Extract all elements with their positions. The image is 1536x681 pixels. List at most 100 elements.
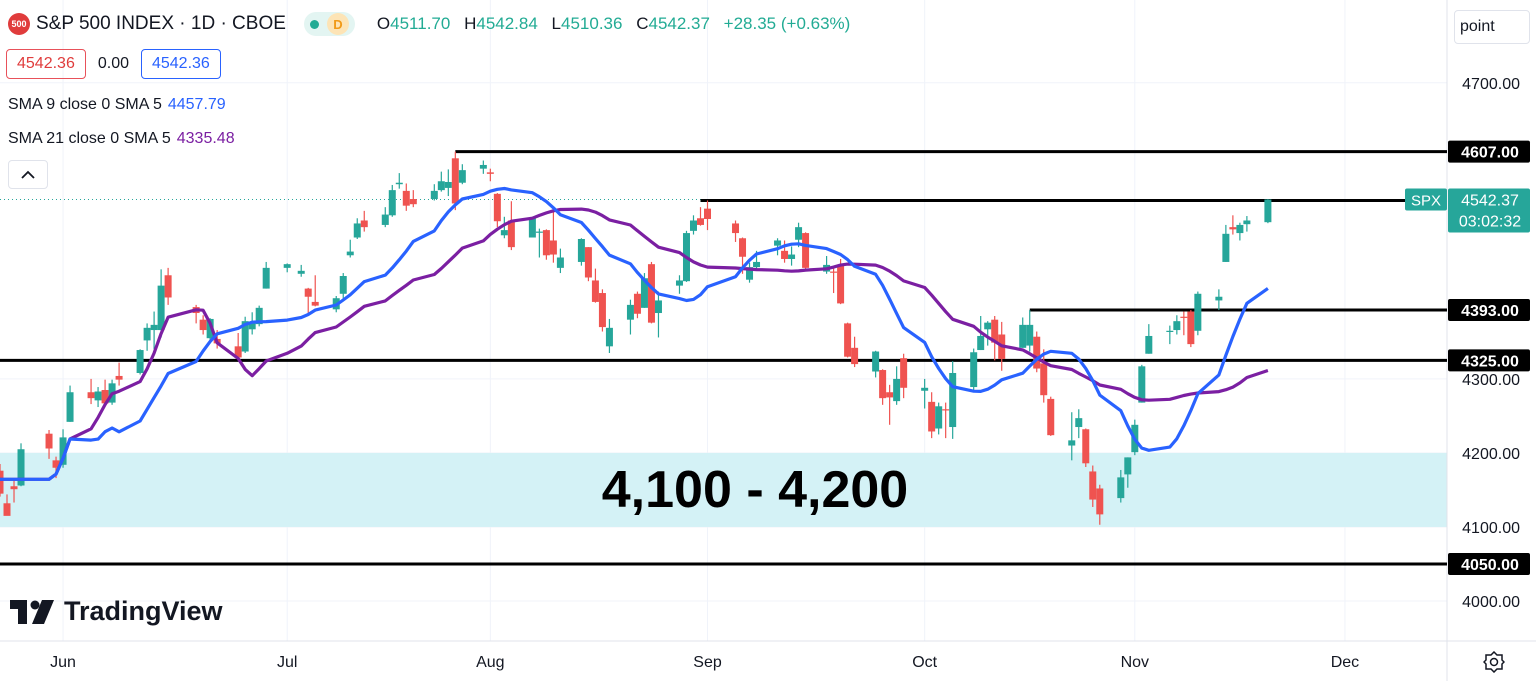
candle-body[interactable] <box>556 257 564 268</box>
candle-body[interactable] <box>87 392 95 399</box>
candle-body[interactable] <box>500 230 508 236</box>
candle-body[interactable] <box>45 433 53 449</box>
candle-body[interactable] <box>164 275 172 298</box>
candle-body[interactable] <box>696 218 704 225</box>
candle-body[interactable] <box>479 164 487 169</box>
candle-body[interactable] <box>577 238 585 262</box>
symbol-logo-icon[interactable]: 500 <box>8 13 30 35</box>
candle-body[interactable] <box>647 264 655 323</box>
candle-body[interactable] <box>17 449 25 486</box>
candle-body[interactable] <box>115 375 123 380</box>
candle-body[interactable] <box>409 199 417 205</box>
candle-body[interactable] <box>486 172 494 174</box>
collapse-legend-button[interactable] <box>8 160 48 189</box>
candle-body[interactable] <box>732 223 740 234</box>
candle-body[interactable] <box>1026 324 1034 346</box>
candle-body[interactable] <box>94 391 102 401</box>
candle-body[interactable] <box>136 350 144 373</box>
candle-body[interactable] <box>402 190 410 206</box>
symbol-title[interactable]: S&P 500 INDEX · 1D · CBOE <box>36 13 286 34</box>
candle-body[interactable] <box>1173 321 1181 331</box>
candle-body[interactable] <box>150 324 158 331</box>
candle-body[interactable] <box>844 323 852 357</box>
candle-body[interactable] <box>1117 477 1125 499</box>
candle-body[interactable] <box>788 254 796 259</box>
candle-body[interactable] <box>444 181 452 188</box>
candle-body[interactable] <box>430 190 438 200</box>
tradingview-logo[interactable]: TradingView <box>10 596 223 627</box>
candle-body[interactable] <box>795 227 803 240</box>
candle-body[interactable] <box>528 217 536 238</box>
candle-body[interactable] <box>311 301 319 306</box>
candle-body[interactable] <box>977 335 985 351</box>
candle-body[interactable] <box>879 370 887 399</box>
candle-body[interactable] <box>143 327 151 341</box>
candle-body[interactable] <box>675 280 683 286</box>
candle-body[interactable] <box>1166 330 1174 332</box>
candle-body[interactable] <box>598 293 606 328</box>
candle-body[interactable] <box>984 322 992 330</box>
sell-price-button[interactable]: 4542.36 <box>6 49 86 79</box>
candle-body[interactable] <box>991 319 999 343</box>
candle-body[interactable] <box>970 352 978 388</box>
candle-body[interactable] <box>437 181 445 191</box>
candle-body[interactable] <box>774 240 782 246</box>
candle-body[interactable] <box>381 214 389 225</box>
candle-body[interactable] <box>206 318 214 339</box>
candle-body[interactable] <box>353 223 361 238</box>
candle-body[interactable] <box>1264 199 1272 223</box>
candle-body[interactable] <box>949 372 957 428</box>
chart-settings-button[interactable] <box>1480 648 1508 676</box>
candle-body[interactable] <box>1138 366 1146 403</box>
candle-body[interactable] <box>1215 296 1223 301</box>
candle-body[interactable] <box>535 231 543 233</box>
candle-body[interactable] <box>781 250 789 259</box>
candle-body[interactable] <box>283 264 291 268</box>
candle-body[interactable] <box>928 401 936 432</box>
candle-body[interactable] <box>802 233 810 268</box>
candle-body[interactable] <box>234 346 242 358</box>
candle-body[interactable] <box>1222 233 1230 262</box>
candle-body[interactable] <box>654 300 662 314</box>
candle-body[interactable] <box>1019 324 1027 348</box>
candle-body[interactable] <box>388 190 396 216</box>
candle-body[interactable] <box>591 280 599 302</box>
candle-body[interactable] <box>262 267 270 289</box>
candle-body[interactable] <box>605 327 613 347</box>
candle-body[interactable] <box>739 238 747 257</box>
candle-body[interactable] <box>872 351 880 372</box>
candle-body[interactable] <box>1229 227 1237 230</box>
candle-body[interactable] <box>395 182 403 185</box>
candle-body[interactable] <box>507 220 515 248</box>
candle-body[interactable] <box>255 307 263 325</box>
candle-body[interactable] <box>886 392 894 398</box>
candle-body[interactable] <box>1040 363 1048 396</box>
candle-body[interactable] <box>1243 220 1251 225</box>
candle-body[interactable] <box>101 390 109 404</box>
candle-body[interactable] <box>360 220 368 228</box>
candle-body[interactable] <box>837 265 845 304</box>
candle-body[interactable] <box>921 387 929 391</box>
candle-body[interactable] <box>3 503 11 516</box>
market-status-pill[interactable]: D <box>303 12 355 36</box>
candle-body[interactable] <box>1236 224 1244 234</box>
candle-body[interactable] <box>248 321 256 330</box>
candle-body[interactable] <box>59 437 67 465</box>
candle-body[interactable] <box>1145 335 1153 354</box>
candle-body[interactable] <box>893 378 901 402</box>
candle-body[interactable] <box>157 285 165 331</box>
indicator-sma21[interactable]: SMA 21 close 0 SMA 5 4335.48 <box>8 130 235 148</box>
candle-body[interactable] <box>1089 471 1097 500</box>
candle-body[interactable] <box>900 358 908 388</box>
candle-body[interactable] <box>626 304 634 320</box>
candle-body[interactable] <box>297 270 305 274</box>
candle-body[interactable] <box>451 158 459 204</box>
candle-body[interactable] <box>1068 440 1076 446</box>
candle-body[interactable] <box>458 170 466 183</box>
candle-body[interactable] <box>689 220 697 231</box>
candle-body[interactable] <box>66 392 74 422</box>
candle-body[interactable] <box>52 460 60 468</box>
candle-body[interactable] <box>753 261 761 268</box>
candle-body[interactable] <box>1082 429 1090 464</box>
